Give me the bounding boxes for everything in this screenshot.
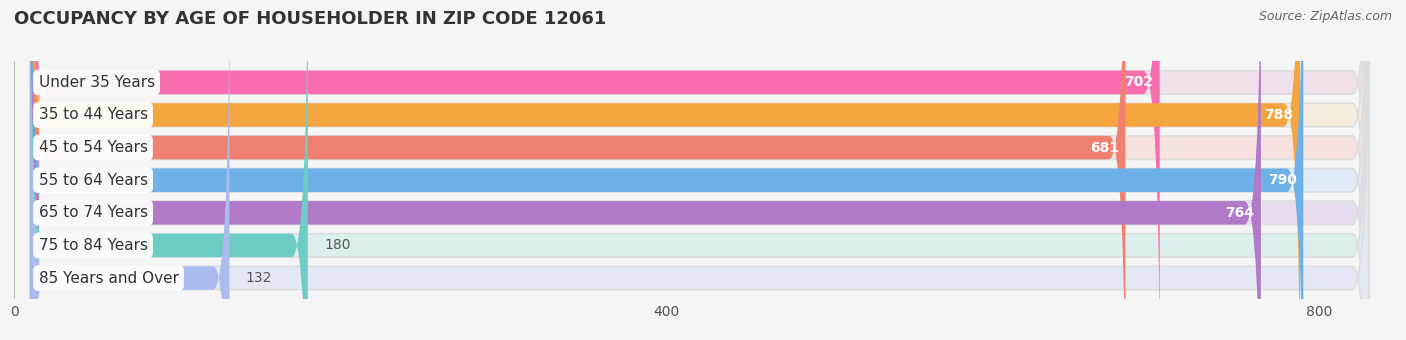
FancyBboxPatch shape — [31, 0, 1368, 340]
FancyBboxPatch shape — [31, 0, 1368, 340]
Text: 702: 702 — [1125, 75, 1153, 89]
Text: 132: 132 — [246, 271, 273, 285]
FancyBboxPatch shape — [31, 0, 1368, 340]
FancyBboxPatch shape — [31, 0, 1303, 340]
Text: 65 to 74 Years: 65 to 74 Years — [38, 205, 148, 220]
FancyBboxPatch shape — [31, 0, 229, 340]
Text: 180: 180 — [325, 238, 350, 252]
Text: 788: 788 — [1264, 108, 1294, 122]
FancyBboxPatch shape — [31, 0, 1368, 340]
Text: 681: 681 — [1090, 141, 1119, 155]
FancyBboxPatch shape — [31, 0, 1261, 340]
Text: OCCUPANCY BY AGE OF HOUSEHOLDER IN ZIP CODE 12061: OCCUPANCY BY AGE OF HOUSEHOLDER IN ZIP C… — [14, 10, 606, 28]
Text: 35 to 44 Years: 35 to 44 Years — [38, 107, 148, 122]
FancyBboxPatch shape — [31, 0, 1125, 340]
FancyBboxPatch shape — [31, 0, 1368, 340]
Text: Source: ZipAtlas.com: Source: ZipAtlas.com — [1258, 10, 1392, 23]
FancyBboxPatch shape — [31, 0, 1301, 340]
Text: 790: 790 — [1268, 173, 1296, 187]
Text: 85 Years and Over: 85 Years and Over — [38, 271, 179, 286]
Text: 75 to 84 Years: 75 to 84 Years — [38, 238, 148, 253]
Text: 55 to 64 Years: 55 to 64 Years — [38, 173, 148, 188]
Text: Under 35 Years: Under 35 Years — [38, 75, 155, 90]
FancyBboxPatch shape — [31, 0, 1368, 340]
Text: 45 to 54 Years: 45 to 54 Years — [38, 140, 148, 155]
FancyBboxPatch shape — [31, 0, 308, 340]
Text: 764: 764 — [1226, 206, 1254, 220]
FancyBboxPatch shape — [31, 0, 1160, 340]
FancyBboxPatch shape — [31, 0, 1368, 340]
